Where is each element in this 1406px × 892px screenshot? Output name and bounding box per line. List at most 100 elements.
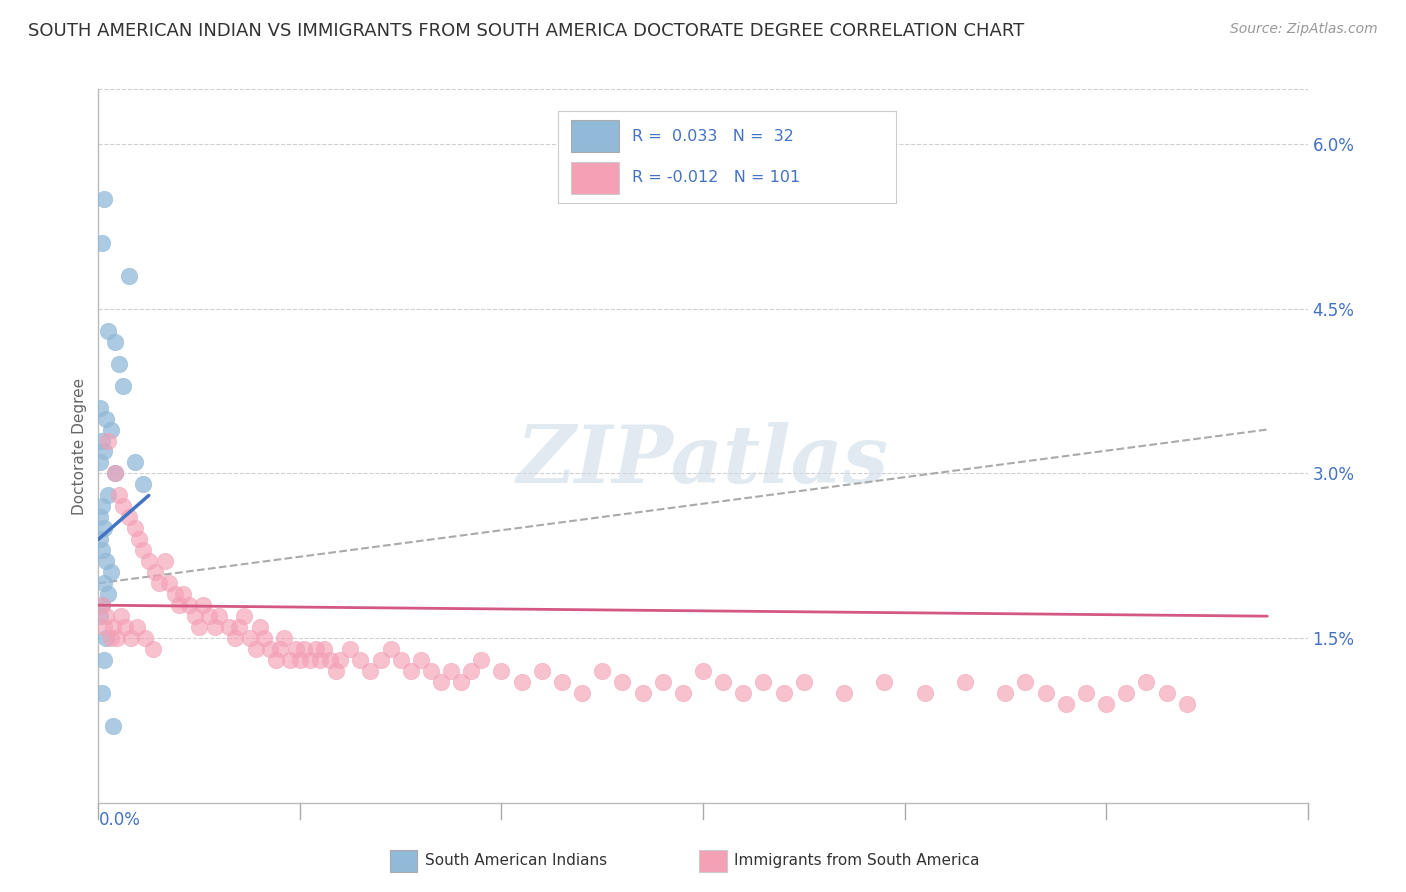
Point [167, 598, 190, 612]
Point [1035, 686, 1057, 700]
Point [450, 675, 472, 690]
Point [1175, 697, 1198, 711]
Point [325, 664, 347, 678]
Point [711, 675, 734, 690]
Point [269, 642, 291, 657]
Point [188, 620, 211, 634]
Point [399, 664, 422, 678]
Point [259, 642, 281, 657]
Point [89, 609, 111, 624]
Point [128, 533, 150, 547]
Point [309, 653, 332, 667]
Point [148, 576, 170, 591]
Point [134, 631, 156, 645]
Point [914, 686, 936, 700]
Point [184, 609, 207, 624]
Text: ZIPatlas: ZIPatlas [517, 422, 889, 499]
Point [253, 631, 276, 645]
Point [953, 675, 976, 690]
Point [114, 620, 136, 634]
Point [143, 566, 166, 580]
Point [752, 675, 775, 690]
Point [132, 543, 155, 558]
Point [651, 675, 673, 690]
Point [142, 642, 165, 657]
Point [284, 642, 307, 657]
Point [97, 434, 120, 448]
Point [1014, 675, 1036, 690]
Point [530, 664, 553, 678]
Point [631, 686, 654, 700]
Point [153, 554, 176, 568]
Point [1156, 686, 1178, 700]
Point [380, 642, 402, 657]
Point [440, 664, 463, 678]
Point [692, 664, 714, 678]
Point [96, 631, 118, 645]
Point [288, 653, 311, 667]
Point [91, 543, 114, 558]
Point [157, 576, 180, 591]
Point [97, 587, 120, 601]
Point [339, 642, 361, 657]
Point [124, 521, 146, 535]
Text: Immigrants from South America: Immigrants from South America [734, 854, 980, 868]
Point [120, 631, 142, 645]
Point [93, 576, 115, 591]
Point [672, 686, 695, 700]
Y-axis label: Doctorate Degree: Doctorate Degree [72, 377, 87, 515]
Point [110, 609, 132, 624]
Point [132, 477, 155, 491]
Point [370, 653, 392, 667]
Point [349, 653, 371, 667]
Point [100, 631, 122, 645]
Point [118, 268, 141, 283]
Point [93, 620, 115, 634]
Point [273, 631, 295, 645]
Point [873, 675, 896, 690]
Point [832, 686, 855, 700]
Point [204, 620, 226, 634]
Point [111, 500, 134, 514]
Text: South American Indians: South American Indians [425, 854, 607, 868]
Point [772, 686, 794, 700]
Point [409, 653, 432, 667]
Point [97, 488, 120, 502]
Point [198, 609, 221, 624]
Point [96, 609, 118, 624]
Point [551, 675, 574, 690]
Point [733, 686, 755, 700]
Point [103, 467, 125, 481]
Point [591, 664, 613, 678]
Point [228, 620, 250, 634]
Point [93, 653, 115, 667]
Point [89, 533, 111, 547]
Point [91, 235, 114, 250]
Point [319, 653, 342, 667]
Point [389, 653, 412, 667]
Point [177, 598, 201, 612]
Point [264, 653, 287, 667]
Point [91, 598, 114, 612]
Point [100, 566, 122, 580]
Point [91, 686, 114, 700]
Point [278, 653, 301, 667]
Point [329, 653, 352, 667]
Point [103, 467, 125, 481]
Point [612, 675, 634, 690]
Point [91, 500, 114, 514]
Point [118, 510, 141, 524]
Point [89, 510, 111, 524]
Point [1095, 697, 1118, 711]
Point [172, 587, 194, 601]
Point [89, 401, 111, 415]
Point [138, 554, 160, 568]
Point [89, 455, 111, 469]
Point [245, 642, 267, 657]
Point [299, 653, 322, 667]
Point [100, 423, 122, 437]
Point [91, 434, 114, 448]
Point [232, 609, 254, 624]
Point [430, 675, 453, 690]
Point [793, 675, 815, 690]
